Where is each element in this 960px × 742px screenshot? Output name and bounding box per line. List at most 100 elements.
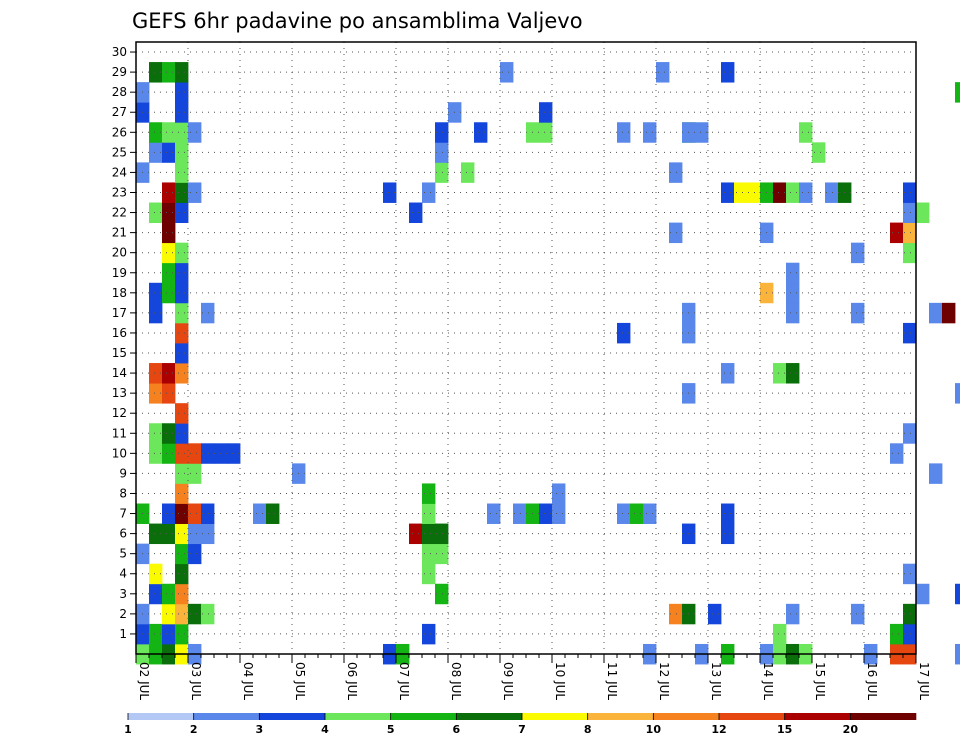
heat-cell — [773, 623, 787, 645]
heat-cell — [773, 363, 787, 384]
heat-cell — [188, 543, 202, 565]
x-tick-label: 15 JUL — [813, 662, 827, 700]
heat-cell — [149, 302, 163, 324]
colorbar-label: 8 — [584, 723, 592, 736]
heat-cell — [903, 563, 917, 585]
heat-cell — [201, 603, 215, 625]
x-tick-label: 04 JUL — [241, 662, 255, 700]
heat-cell — [929, 302, 943, 324]
heat-cell — [747, 182, 761, 203]
y-tick-label: 11 — [112, 426, 127, 440]
heat-cell — [175, 322, 189, 344]
heat-cell — [188, 503, 202, 524]
y-tick-label: 13 — [112, 386, 127, 400]
y-tick-label: 2 — [119, 607, 127, 621]
colorbar-label: 10 — [646, 723, 662, 736]
heat-cell — [175, 122, 189, 143]
heat-cell — [422, 563, 436, 585]
heat-cell — [175, 463, 189, 484]
heat-cell — [162, 282, 176, 304]
colorbar-label: 4 — [321, 723, 329, 736]
heat-cell — [721, 62, 735, 83]
x-tick-label: 11 JUL — [605, 662, 619, 700]
heat-cell — [175, 142, 189, 163]
heat-cell — [162, 222, 176, 244]
colorbar-segment — [522, 713, 588, 720]
y-tick-label: 12 — [112, 406, 127, 420]
heat-cell — [630, 503, 644, 524]
heat-cell — [175, 443, 189, 464]
heat-cell — [162, 182, 176, 203]
heat-cell — [903, 603, 917, 625]
heat-cell — [708, 603, 722, 625]
heat-cell — [669, 603, 683, 625]
colorbar-segment — [259, 713, 326, 720]
heat-cell — [552, 503, 566, 524]
x-tick-label: 12 JUL — [657, 662, 671, 700]
heat-cell — [175, 523, 189, 545]
heat-cell — [175, 503, 189, 524]
heat-cell — [162, 583, 176, 605]
heat-cell — [162, 503, 176, 524]
heat-cell — [422, 503, 436, 524]
heat-cell — [435, 162, 449, 183]
colorbar-segment — [390, 713, 457, 720]
y-tick-label: 4 — [119, 567, 127, 581]
heat-cell — [786, 302, 800, 324]
heat-cell — [903, 423, 917, 444]
colorbar-label: 12 — [711, 723, 726, 736]
heat-cell — [175, 302, 189, 324]
y-tick-label: 19 — [112, 266, 127, 280]
heat-cell — [643, 122, 657, 143]
heat-cell — [500, 62, 514, 83]
x-tick-label: 02 JUL — [137, 662, 151, 700]
x-tick-label: 14 JUL — [761, 662, 775, 700]
heat-cell — [149, 62, 163, 83]
heat-cell — [474, 122, 488, 143]
heat-cell — [955, 383, 960, 404]
heat-cell — [188, 443, 202, 464]
colorbar-segment — [587, 713, 654, 720]
heat-cell — [253, 503, 267, 524]
colorbar-segment — [325, 713, 391, 720]
y-tick-label: 8 — [119, 486, 127, 500]
y-tick-label: 16 — [112, 326, 127, 340]
heat-cell — [201, 503, 215, 524]
colorbar-label: 2 — [190, 723, 198, 736]
heat-cell — [175, 82, 189, 103]
heat-cell — [188, 603, 202, 625]
heat-cell — [188, 122, 202, 143]
colorbar-segment — [850, 713, 917, 720]
heat-cell — [461, 162, 475, 183]
heat-cell — [201, 523, 215, 545]
heat-cell — [149, 423, 163, 444]
x-tick-label: 06 JUL — [345, 662, 359, 700]
heat-cell — [175, 403, 189, 424]
heat-cell — [422, 182, 436, 203]
heat-cell — [175, 102, 189, 123]
heat-cell — [539, 503, 553, 524]
heat-cell — [266, 503, 280, 524]
heat-cell — [786, 363, 800, 384]
y-tick-label: 27 — [112, 105, 127, 119]
y-tick-label: 14 — [112, 366, 127, 380]
heat-cell — [435, 543, 449, 565]
heat-cell — [617, 503, 631, 524]
heat-cell — [162, 423, 176, 444]
y-tick-label: 18 — [112, 286, 127, 300]
heat-cell — [955, 82, 960, 103]
heat-cell — [175, 423, 189, 444]
heat-cell — [422, 483, 436, 504]
heat-cell — [162, 603, 176, 625]
y-tick-label: 26 — [112, 125, 127, 139]
x-tick-label: 13 JUL — [709, 662, 723, 700]
y-tick-label: 21 — [112, 226, 127, 240]
heat-cell — [175, 62, 189, 83]
y-tick-label: 17 — [112, 306, 127, 320]
grid-layer — [136, 42, 916, 654]
colorbar-label: 5 — [387, 723, 395, 736]
heat-cell — [617, 322, 631, 344]
colorbar-label: 6 — [453, 723, 461, 736]
heat-cell — [669, 222, 683, 244]
